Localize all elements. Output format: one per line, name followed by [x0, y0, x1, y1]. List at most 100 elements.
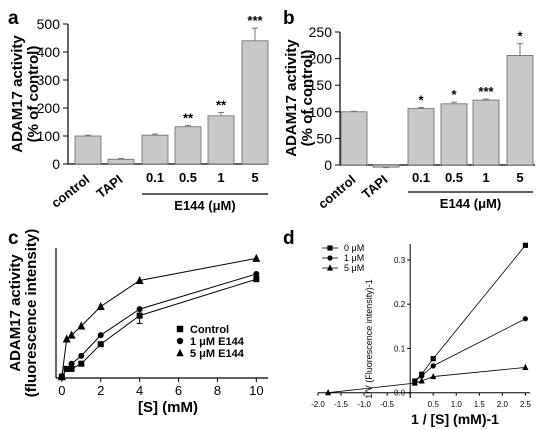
bar	[506, 55, 534, 166]
legend-marker-triangle	[326, 264, 334, 271]
series-line-square	[414, 245, 526, 382]
category-label: 0.5	[179, 170, 197, 185]
y-axis-label-line1: ADAM17 activity	[9, 35, 26, 153]
legend-marker-circle	[176, 337, 184, 345]
data-point-triangle	[135, 276, 144, 284]
x-tick-label: -0.5	[380, 400, 394, 409]
data-point-circle	[78, 352, 85, 359]
data-point-square	[522, 242, 528, 248]
bar-chart-b: 0 50 100 150 200 250 control TAPI * 0.1 * 0.5 *** 1 * 5…	[283, 24, 535, 212]
panel-label-b: b	[283, 8, 295, 29]
x-tick-label: 0.5	[428, 400, 440, 409]
data-point-triangle	[77, 321, 86, 330]
x-tick-label: -1.5	[334, 400, 348, 409]
legend-label: 1 μM E144	[190, 336, 245, 348]
panel-label-d: d	[283, 228, 295, 249]
category-label: 1	[482, 170, 489, 185]
y-tick-label: 0.1	[394, 344, 406, 353]
category-label: 5	[516, 170, 523, 185]
category-label: 0.1	[146, 170, 164, 185]
y-axis-label-line2: (% of control)	[299, 50, 316, 147]
x-tick-label: -2.0	[311, 400, 325, 409]
data-point-circle	[253, 271, 260, 277]
y-tick-label: 200	[309, 51, 333, 67]
data-point-triangle	[325, 389, 332, 396]
y-tick-label: 300	[37, 72, 61, 88]
category-label: 5	[251, 170, 258, 185]
data-point-triangle	[411, 379, 418, 386]
legend-label: 1 μM	[344, 253, 364, 263]
legend-marker-circle	[327, 255, 333, 261]
data-point-circle	[430, 363, 436, 369]
legend-label: 5 μM E144	[190, 348, 245, 360]
significance-mark: *	[451, 87, 457, 102]
category-label: 0.5	[445, 170, 463, 185]
data-point-square	[430, 356, 436, 362]
data-point-circle	[522, 316, 528, 322]
significance-mark: **	[183, 110, 194, 125]
y-tick-label: 0.0	[394, 389, 406, 398]
x-tick-label: 6	[175, 383, 182, 398]
x-tick-label: 2.5	[520, 400, 532, 409]
data-point-triangle	[252, 253, 261, 262]
x-tick-label: 10	[249, 383, 263, 398]
legend-label: 0 μM	[344, 243, 364, 253]
category-label: control	[48, 172, 92, 211]
data-point-triangle	[62, 334, 71, 343]
y-tick-label: 0	[324, 157, 332, 173]
y-tick-label: 0.2	[394, 300, 406, 309]
y-axis-label: ADAM17 activity(% of control)	[9, 35, 42, 153]
panel-label-c: c	[8, 228, 19, 249]
bar	[107, 158, 135, 165]
category-label: control	[315, 172, 358, 212]
data-point-circle	[68, 360, 75, 367]
data-point-circle	[419, 373, 425, 379]
data-point-square	[78, 360, 85, 367]
data-point-triangle	[418, 377, 425, 384]
y-tick-label: 100	[309, 104, 333, 120]
y-tick-label: 0.3	[394, 256, 406, 265]
category-label: TAPI	[93, 172, 125, 201]
y-tick-label: 0	[52, 156, 60, 172]
y-tick-label: 400	[37, 44, 61, 60]
y-axis-label-line2: (fluorescence intensity)	[23, 229, 40, 397]
y-axis-label: 1/V (Fluorescence intensity)-1	[364, 279, 374, 399]
category-label: TAPI	[359, 172, 391, 202]
x-tick-label: 1.0	[451, 400, 463, 409]
category-label: 1	[217, 170, 224, 185]
bar	[141, 134, 169, 165]
data-point-circle	[97, 332, 104, 339]
group-label: E144 (μM)	[440, 196, 501, 211]
lineweaver-burk-plot-d: -2.0 -1.5 -1.0 -0.5 0.5 1.0 1.5 2.0 2.5 0.0 0.1 0.2…	[311, 242, 532, 427]
x-tick-label: 4	[136, 383, 143, 398]
significance-mark: ***	[247, 13, 263, 28]
data-point-square	[253, 276, 260, 283]
bar	[207, 115, 235, 165]
series-line-circle	[414, 318, 526, 382]
y-axis-label: ADAM17 activity(% of control)	[283, 39, 316, 157]
category-label: 0.1	[412, 170, 430, 185]
x-axis-label: [S] (mM)	[138, 399, 198, 416]
x-axis-label: 1 / [S] (mM)-1	[411, 411, 499, 427]
bar	[340, 111, 368, 166]
legend-marker-square	[176, 325, 184, 333]
y-tick-label: 50	[316, 130, 332, 146]
bar	[241, 40, 269, 165]
y-tick-label: 200	[37, 100, 61, 116]
bar	[440, 103, 468, 166]
data-point-triangle	[67, 330, 76, 339]
significance-mark: *	[418, 93, 424, 108]
bar	[74, 135, 102, 165]
data-point-square	[136, 312, 143, 319]
legend-marker-triangle	[176, 348, 184, 357]
x-tick-label: 8	[214, 383, 221, 398]
bar	[472, 99, 500, 166]
data-point-triangle	[522, 363, 529, 371]
bar	[372, 164, 400, 168]
bar	[407, 108, 435, 166]
y-axis-label-line1: ADAM17 activity	[283, 39, 300, 157]
legend-marker-square	[327, 245, 333, 251]
y-tick-label: 150	[309, 77, 333, 93]
x-tick-label: 1.5	[474, 400, 486, 409]
